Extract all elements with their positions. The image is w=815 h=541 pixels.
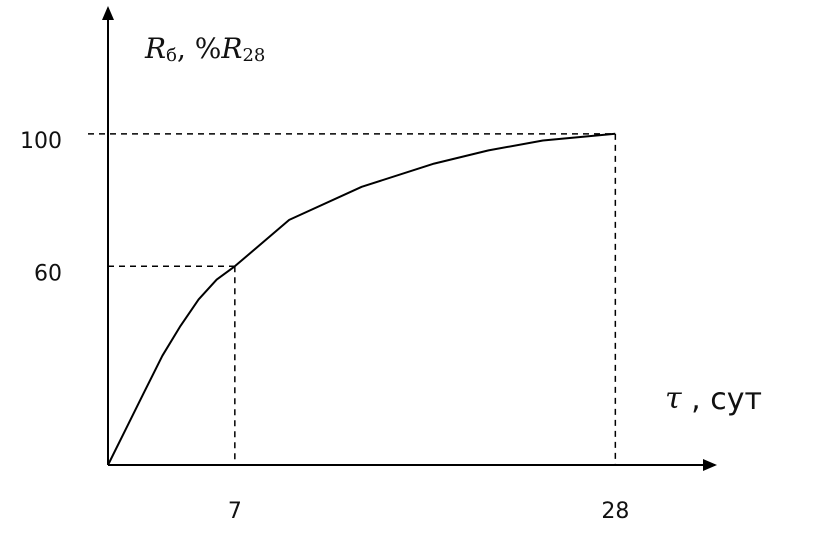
y-axis-label: Rб, %R28	[144, 32, 265, 67]
y-tick-label: 60	[34, 261, 62, 286]
x-tick-label: 28	[601, 499, 629, 524]
x-tick-label: 7	[228, 499, 242, 524]
curve	[107, 132, 616, 466]
x-axis-label: τ , сут	[665, 381, 762, 417]
y-tick-label: 100	[20, 129, 62, 154]
